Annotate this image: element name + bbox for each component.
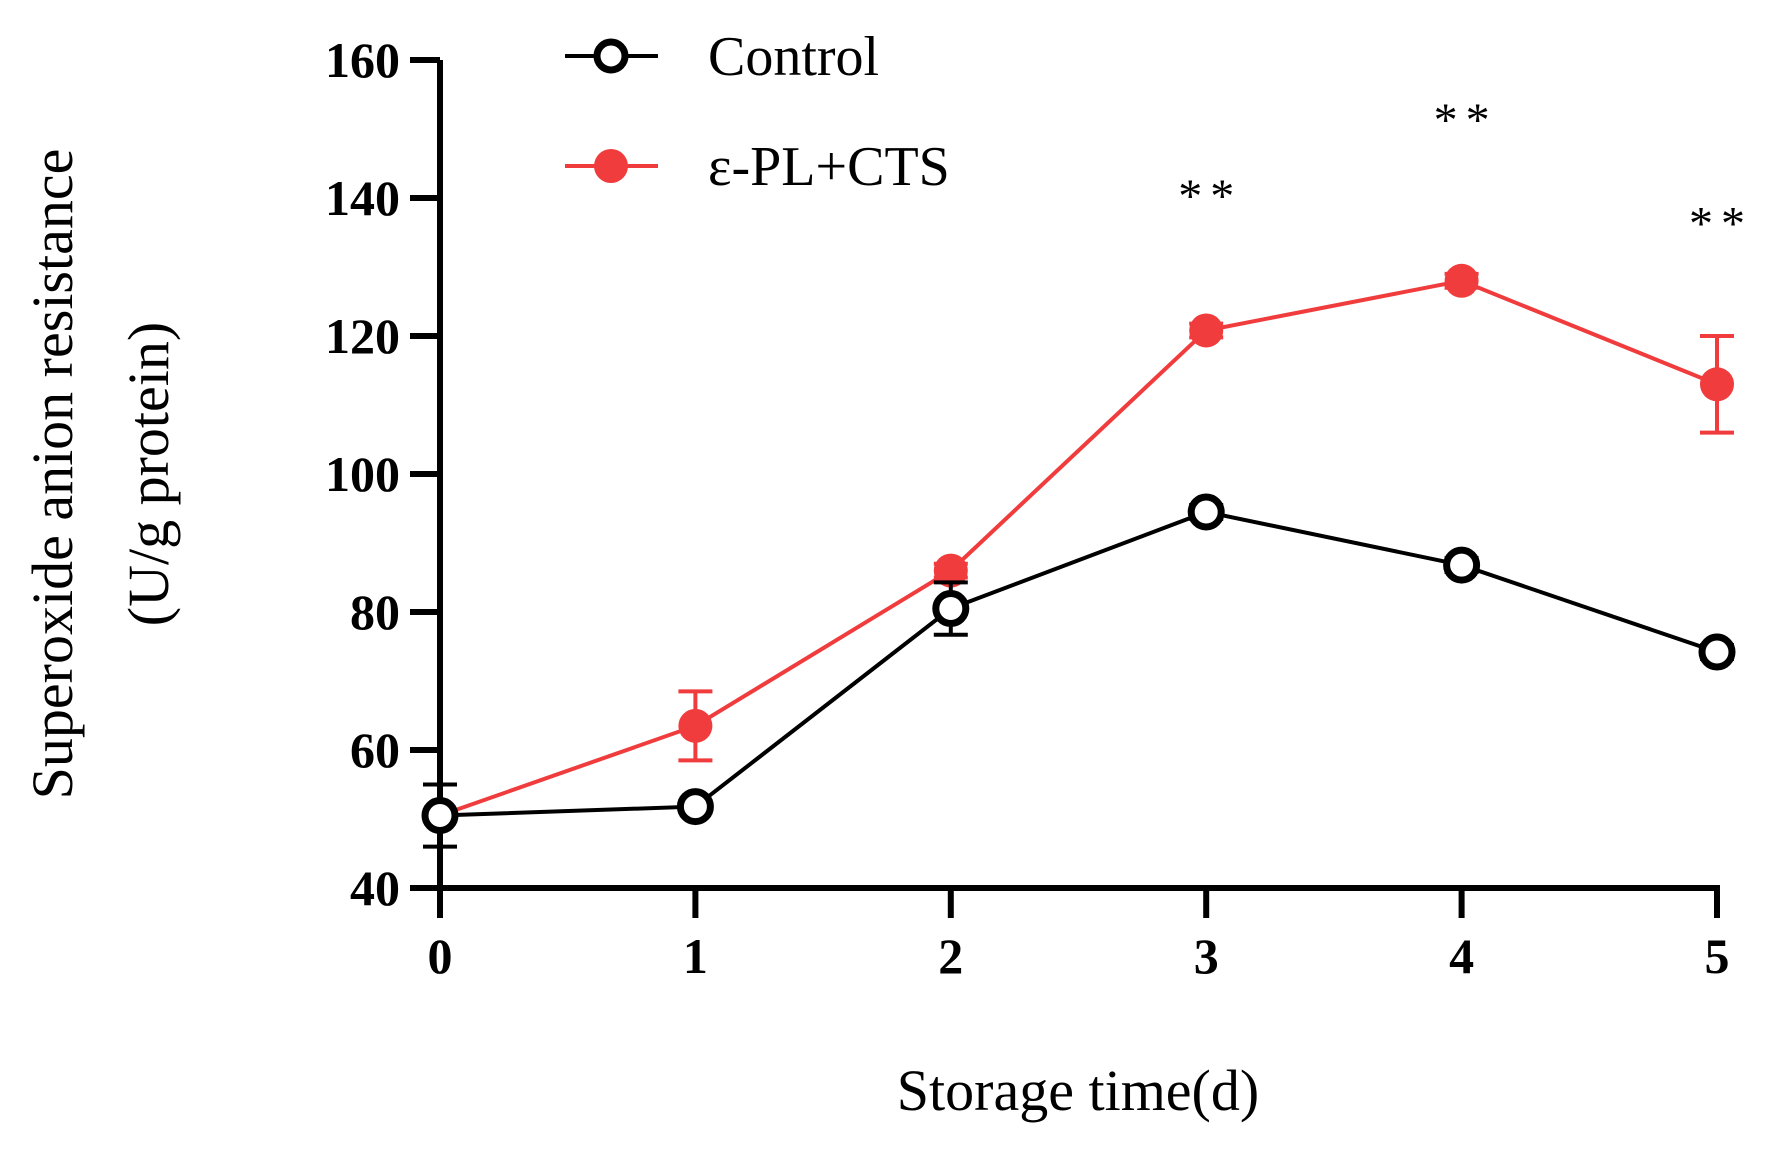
significance-marker: ** (1434, 94, 1498, 147)
series-line (439, 509, 1718, 818)
x-tick-label: 2 (938, 928, 963, 984)
x-axis-title: Storage time(d) (897, 1058, 1259, 1123)
data-point (933, 553, 968, 588)
data-point (1700, 367, 1734, 402)
data-point (1698, 633, 1736, 671)
data-point (1443, 546, 1481, 584)
legend: Control ε-PL+CTS (565, 26, 950, 198)
legend-marker-control (593, 38, 629, 74)
series-treatment (423, 263, 1734, 833)
x-tick-label: 4 (1449, 928, 1474, 984)
data-point (1189, 313, 1224, 348)
y-tick-label: 80 (350, 584, 400, 640)
y-axis-title-line2: (U/g protein) (116, 322, 181, 626)
y-axis-title-line1: Superoxide anion resistance (20, 149, 85, 800)
y-tick-label: 60 (350, 722, 400, 778)
x-tick-label: 3 (1194, 928, 1219, 984)
y-ticks: 40 60 80 100 120 140 160 (325, 32, 440, 916)
data-point (1444, 263, 1479, 298)
data-point (932, 590, 970, 628)
significance-annotations: ** ** ** (1178, 94, 1753, 251)
series-line (439, 278, 1718, 818)
legend-item-treatment: ε-PL+CTS (565, 136, 950, 198)
legend-label-control: Control (708, 26, 879, 88)
significance-marker: ** (1178, 170, 1242, 223)
legend-marker-treatment (594, 149, 628, 183)
y-tick-label: 120 (325, 308, 400, 364)
series-control (421, 493, 1736, 849)
data-point (421, 797, 459, 835)
significance-marker: ** (1689, 197, 1753, 250)
x-tick-label: 0 (428, 928, 453, 984)
x-tick-label: 5 (1705, 928, 1730, 984)
y-tick-label: 100 (325, 446, 400, 502)
legend-item-control: Control (565, 26, 879, 88)
data-point (678, 708, 713, 743)
y-tick-label: 160 (325, 32, 400, 88)
series-layer (421, 263, 1736, 849)
data-point (676, 788, 714, 826)
x-tick-label: 1 (683, 928, 708, 984)
x-ticks: 0 1 2 3 4 5 (428, 888, 1730, 984)
legend-label-treatment: ε-PL+CTS (708, 136, 950, 198)
y-tick-label: 140 (325, 170, 400, 226)
y-tick-label: 40 (350, 860, 400, 916)
data-point (1187, 493, 1225, 531)
